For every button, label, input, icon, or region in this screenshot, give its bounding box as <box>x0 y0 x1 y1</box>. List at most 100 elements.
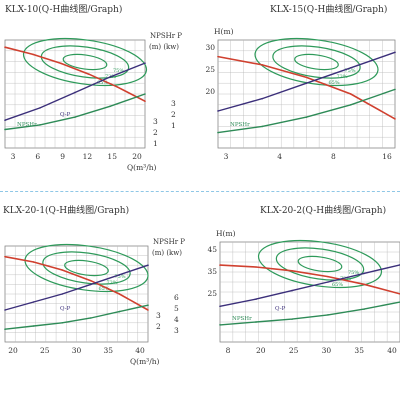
series-line-q-h <box>219 264 400 295</box>
x-tick-label: 8 <box>331 152 336 161</box>
x-tick-label: 20 <box>256 346 266 355</box>
power-tick-label: 3 <box>171 99 176 108</box>
efficiency-contour <box>62 53 108 71</box>
curve-label: Q-P <box>60 306 71 312</box>
right-axis-header: NPSHr P <box>150 32 182 40</box>
series-point <box>394 88 396 91</box>
y-tick-label: 25 <box>205 65 215 74</box>
efficiency-label: 75% <box>113 68 124 74</box>
chart-title: KLX-20-2(Q-H曲线图/Graph) <box>260 204 386 216</box>
x-tick-label: 30 <box>322 346 332 355</box>
series-point <box>349 93 352 95</box>
series-point <box>147 309 149 311</box>
x-axis-label: Q(m³/h) <box>127 163 157 172</box>
efficiency-contour <box>257 239 383 289</box>
series-point <box>4 128 6 131</box>
series-point <box>349 104 352 106</box>
right-axis-units: (m) (kw) <box>149 43 179 51</box>
y-axis-label: H(m) <box>214 27 234 36</box>
series-point <box>291 270 293 272</box>
series-point <box>144 62 146 64</box>
series-line-npshr <box>4 304 149 330</box>
npsh-tick-label: 2 <box>153 128 158 137</box>
series-line-q-p <box>219 264 400 307</box>
y-tick-label: 45 <box>207 245 217 254</box>
x-tick-label: 25 <box>289 346 299 355</box>
series-point <box>116 86 118 88</box>
series-point <box>88 73 90 75</box>
series-point <box>32 301 35 303</box>
series-point <box>32 261 35 263</box>
series-point <box>61 293 63 295</box>
x-tick-label: 16 <box>382 152 392 161</box>
series-point <box>4 255 6 258</box>
efficiency-contour <box>64 259 109 277</box>
x-tick-label: 6 <box>35 152 40 161</box>
series-point <box>327 275 329 278</box>
power-tick-label: 5 <box>174 304 179 313</box>
x-tick-label: 40 <box>135 346 145 355</box>
series-point <box>32 325 35 327</box>
curve-label: Q-P <box>60 112 71 118</box>
series-line-q-h <box>4 46 146 102</box>
curve-label: NPSHr <box>232 316 252 322</box>
y-tick-label: 25 <box>207 289 217 298</box>
series-point <box>219 305 221 308</box>
power-tick-label: 6 <box>174 293 179 302</box>
series-point <box>261 64 264 66</box>
efficiency-label: 72% <box>340 276 351 282</box>
efficiency-label: 75% <box>348 270 359 276</box>
efficiency-label: 72% <box>337 74 348 80</box>
npsh-tick-label: 2 <box>156 322 161 331</box>
efficiency-contour <box>42 251 131 285</box>
power-tick-label: 2 <box>171 110 176 119</box>
series-point <box>219 324 221 326</box>
series-point <box>327 314 329 316</box>
series-point <box>109 76 111 78</box>
efficiency-contour <box>272 45 361 79</box>
y-tick-label: 20 <box>205 87 215 96</box>
x-tick-label: 3 <box>224 152 229 161</box>
series-point <box>394 118 396 120</box>
efficiency-contour <box>294 53 339 71</box>
efficiency-contour <box>297 255 343 273</box>
series-point <box>255 298 257 300</box>
x-tick-label: 35 <box>103 346 113 355</box>
x-tick-label: 4 <box>277 152 282 161</box>
x-axis-label: Q(m³/h) <box>130 357 160 366</box>
series-point <box>4 46 6 48</box>
series-point <box>118 310 121 313</box>
efficiency-label: 65% <box>99 286 110 292</box>
npsh-tick-label: 3 <box>156 311 161 320</box>
power-tick-label: 1 <box>171 121 176 130</box>
npsh-tick-label: 3 <box>153 117 158 126</box>
series-point <box>118 293 121 295</box>
chart-klx-15: KLX-15(Q-H曲线图/Graph) 3 4 8 16 H(m) 30 25 20 75%7… <box>205 3 396 161</box>
series-point <box>90 279 92 282</box>
series-line-q-h <box>4 255 149 311</box>
series-point <box>305 76 308 79</box>
x-tick-label: 40 <box>387 346 397 355</box>
chart-klx-20-2: KLX-20-2(Q-H曲线图/Graph) 8 20 25 30 35 40 H(m) 45… <box>207 204 400 355</box>
series-point <box>261 97 264 100</box>
series-point <box>147 304 149 306</box>
series-point <box>261 125 264 128</box>
series-point <box>109 105 111 108</box>
series-point <box>144 100 146 102</box>
series-point <box>363 308 365 310</box>
chart-title: KLX-15(Q-H曲线图/Graph) <box>270 3 387 15</box>
y-tick-label: 35 <box>207 267 217 276</box>
curve-label: NPSHr <box>17 122 37 128</box>
series-point <box>305 116 308 118</box>
series-point <box>291 318 293 320</box>
series-point <box>291 289 293 292</box>
series-point <box>74 91 76 94</box>
power-tick-label: 4 <box>174 315 179 324</box>
x-tick-label: 8 <box>226 346 231 355</box>
x-tick-label: 35 <box>354 346 364 355</box>
efficiency-contour <box>40 45 130 79</box>
efficiency-contour <box>254 37 379 87</box>
efficiency-contour <box>275 247 365 281</box>
series-point <box>217 110 219 112</box>
